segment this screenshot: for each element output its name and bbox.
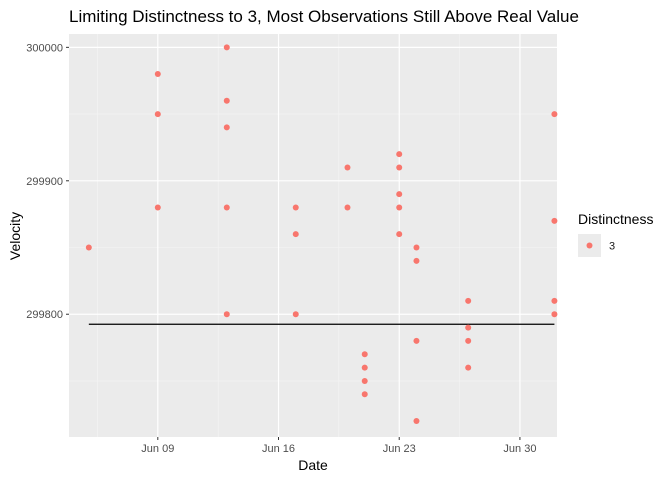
data-point — [413, 257, 420, 264]
data-point — [223, 97, 230, 104]
data-point — [551, 217, 558, 224]
legend-key-point — [586, 242, 593, 249]
data-point — [396, 164, 403, 171]
data-point — [413, 417, 420, 424]
data-point — [396, 191, 403, 198]
data-point — [223, 311, 230, 318]
data-point — [396, 151, 403, 158]
data-point — [361, 391, 368, 398]
data-point — [292, 231, 299, 238]
data-point — [465, 324, 472, 331]
x-tick-label: Jun 30 — [503, 443, 536, 455]
data-point — [344, 164, 351, 171]
x-tick-label: Jun 23 — [383, 443, 416, 455]
data-point — [85, 244, 92, 251]
data-point — [223, 204, 230, 211]
data-points — [85, 44, 558, 424]
data-point — [361, 377, 368, 384]
data-point — [396, 231, 403, 238]
data-point — [223, 124, 230, 131]
data-point — [413, 244, 420, 251]
data-point — [361, 364, 368, 371]
chart-title: Limiting Distinctness to 3, Most Observa… — [69, 7, 579, 26]
data-point — [413, 337, 420, 344]
plot-panel — [69, 34, 557, 437]
data-point — [465, 364, 472, 371]
y-axis: 299800 299900 300000 — [26, 42, 69, 321]
data-point — [154, 204, 161, 211]
grid-lines — [69, 34, 557, 437]
y-tick-label: 300000 — [26, 42, 63, 54]
data-point — [551, 111, 558, 118]
data-point — [292, 204, 299, 211]
data-point — [551, 297, 558, 304]
data-point — [551, 311, 558, 318]
data-point — [223, 44, 230, 51]
data-point — [344, 204, 351, 211]
x-axis-title: Date — [298, 457, 328, 473]
x-tick-label: Jun 16 — [262, 443, 295, 455]
legend-title: Distinctness — [578, 211, 653, 227]
data-point — [465, 297, 472, 304]
data-point — [292, 311, 299, 318]
data-point — [154, 111, 161, 118]
data-point — [465, 337, 472, 344]
y-tick-label: 299800 — [26, 309, 63, 321]
legend-entry-label: 3 — [609, 241, 615, 253]
x-axis: Jun 09 Jun 16 Jun 23 Jun 30 — [141, 437, 536, 455]
data-point — [154, 71, 161, 78]
y-tick-label: 299900 — [26, 176, 63, 188]
y-axis-title: Velocity — [7, 212, 23, 260]
x-tick-label: Jun 09 — [141, 443, 174, 455]
data-point — [396, 204, 403, 211]
legend: Distinctness 3 — [578, 211, 653, 257]
data-point — [361, 351, 368, 358]
